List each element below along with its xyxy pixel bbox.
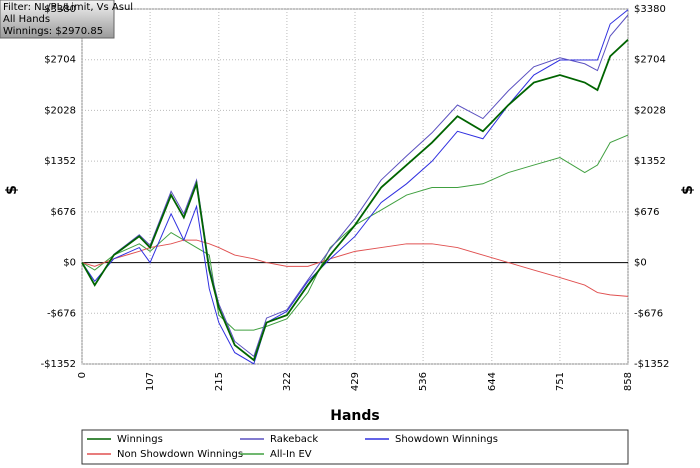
- y2-tick-label: $2028: [634, 105, 666, 116]
- y2-tick-label: $2704: [634, 55, 666, 66]
- legend-label: Showdown Winnings: [395, 434, 498, 445]
- y-tick-label: $2028: [44, 105, 76, 116]
- y2-tick-label: $0: [634, 258, 647, 269]
- y2-tick-label: $676: [634, 207, 659, 218]
- y-axis-title: $: [4, 185, 20, 195]
- info-line: Filter: NL/PL/Limit, Vs Asul: [3, 2, 133, 13]
- y2-tick-label: -$1352: [634, 359, 669, 370]
- x-tick-label: 536: [418, 372, 429, 391]
- y-tick-label: $1352: [44, 156, 76, 167]
- y2-axis-title: $: [680, 185, 696, 195]
- legend-label: Winnings: [117, 434, 163, 445]
- x-tick-label: 215: [214, 372, 225, 391]
- legend-label: Non Showdown Winnings: [117, 449, 243, 460]
- series-line: [81, 9, 629, 365]
- y-tick-label: $0: [63, 258, 76, 269]
- y2-tick-label: -$676: [634, 308, 663, 319]
- series-line: [81, 14, 629, 358]
- y-tick-label: -$1352: [41, 359, 76, 370]
- info-line: Winnings: $2970.85: [3, 26, 103, 37]
- x-tick-label: 858: [623, 372, 634, 391]
- y-tick-label: $2704: [44, 55, 76, 66]
- info-line: All Hands: [3, 14, 50, 25]
- legend-label: All-In EV: [270, 449, 312, 460]
- x-tick-label: 0: [77, 372, 88, 378]
- plot: [81, 8, 629, 365]
- y2-tick-label: $3380: [634, 4, 666, 15]
- series-line: [81, 39, 629, 362]
- series-line: [81, 134, 629, 331]
- legend: [81, 429, 629, 465]
- legend-label: Rakeback: [270, 434, 318, 445]
- y-tick-label: $3380: [44, 4, 76, 15]
- y2-tick-label: $1352: [634, 156, 666, 167]
- x-tick-label: 751: [555, 372, 566, 391]
- info-box: [0, 0, 115, 39]
- x-tick-label: 107: [145, 372, 156, 391]
- x-tick-label: 644: [487, 372, 498, 391]
- y-tick-label: $676: [51, 207, 76, 218]
- x-tick-label: 322: [282, 372, 293, 391]
- series-line: [81, 239, 629, 297]
- x-axis-title: Hands: [330, 408, 380, 424]
- x-tick-label: 429: [350, 372, 361, 391]
- y-tick-label: -$676: [47, 308, 76, 319]
